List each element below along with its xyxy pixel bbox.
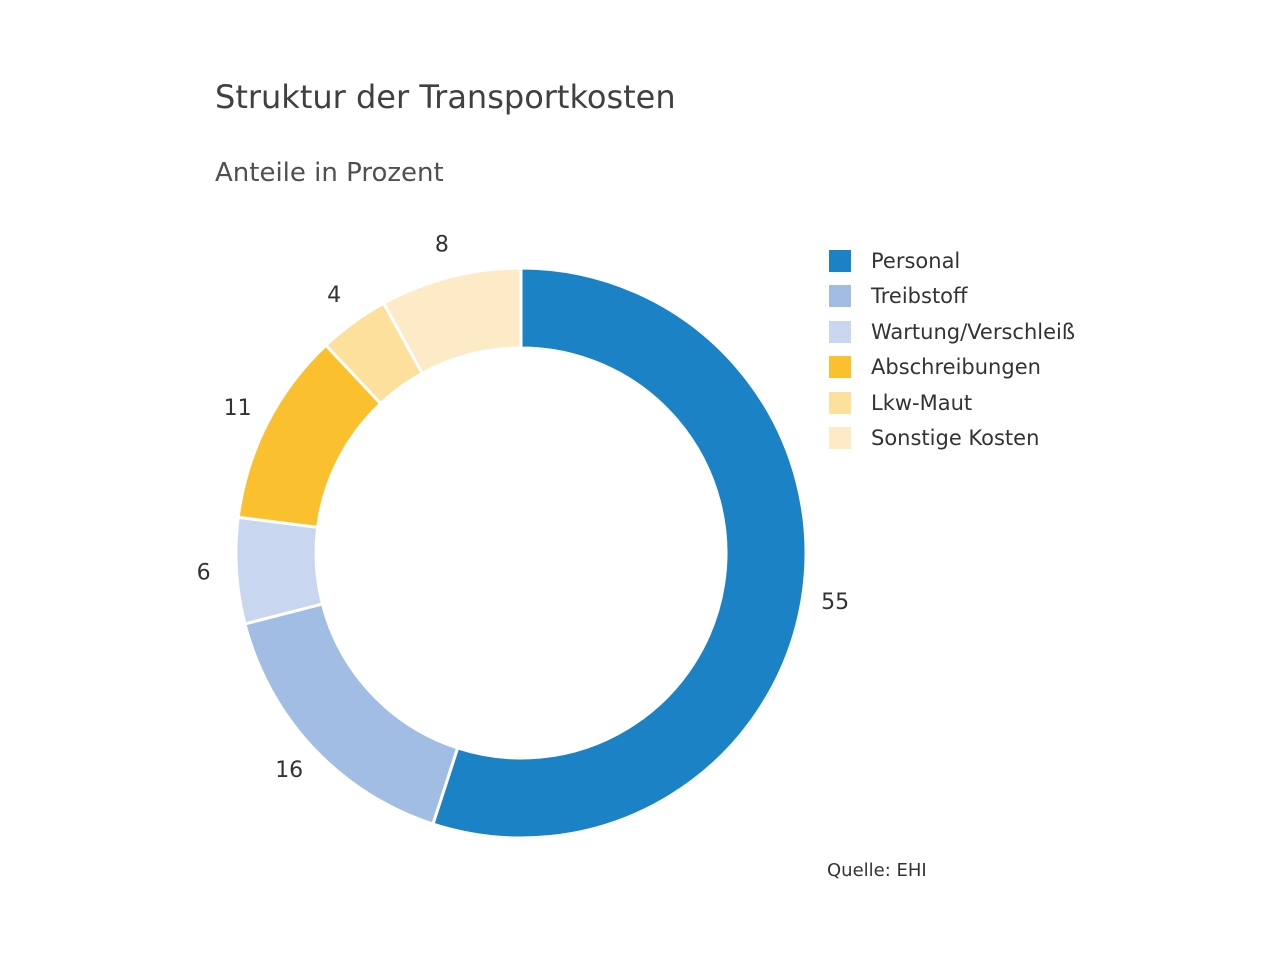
- slice-personal: [431, 266, 808, 840]
- source-note: Quelle: EHI: [827, 860, 927, 881]
- data-label-abschreibungen: 11: [224, 396, 252, 421]
- data-label-lkw-maut: 4: [327, 283, 341, 308]
- legend-label: Wartung/Verschleiß: [871, 319, 1076, 344]
- legend-item-abschreibungen: Abschreibungen: [829, 350, 1075, 386]
- chart-subtitle: Anteile in Prozent: [215, 158, 444, 188]
- legend-swatch: [829, 320, 851, 343]
- slice-wartung-verschleiss: [234, 515, 324, 626]
- donut-data-labels: 55 16 6 11 4 8: [197, 232, 849, 783]
- legend-label: Lkw-Maut: [871, 390, 973, 415]
- slice-sonstige-kosten: [382, 266, 523, 375]
- data-label-wartung-verschleiss: 6: [197, 560, 211, 585]
- data-label-sonstige-kosten: 8: [435, 232, 449, 257]
- legend-label: Sonstige Kosten: [871, 426, 1040, 451]
- legend-item-personal: Personal: [829, 243, 1075, 279]
- legend-swatch: [829, 391, 851, 414]
- legend-item-wartung-verschleiss: Wartung/Verschleiß: [829, 314, 1075, 350]
- legend-item-treibstoff: Treibstoff: [829, 279, 1075, 315]
- chart-title: Struktur der Transportkosten: [215, 78, 676, 116]
- legend-label: Personal: [871, 248, 961, 273]
- legend-swatch: [829, 356, 851, 379]
- data-label-treibstoff: 16: [275, 758, 303, 783]
- data-label-personal: 55: [821, 590, 849, 615]
- legend-swatch: [829, 427, 851, 450]
- legend-label: Abschreibungen: [871, 355, 1041, 380]
- legend-swatch: [829, 285, 851, 308]
- chart-legend: Personal Treibstoff Wartung/Verschleiß Absc…: [829, 243, 1075, 456]
- legend-item-sonstige-kosten: Sonstige Kosten: [829, 421, 1075, 457]
- slice-treibstoff: [243, 602, 460, 826]
- legend-swatch: [829, 249, 851, 272]
- legend-item-lkw-maut: Lkw-Maut: [829, 385, 1075, 421]
- legend-label: Treibstoff: [871, 284, 968, 309]
- donut-slices: [234, 266, 808, 840]
